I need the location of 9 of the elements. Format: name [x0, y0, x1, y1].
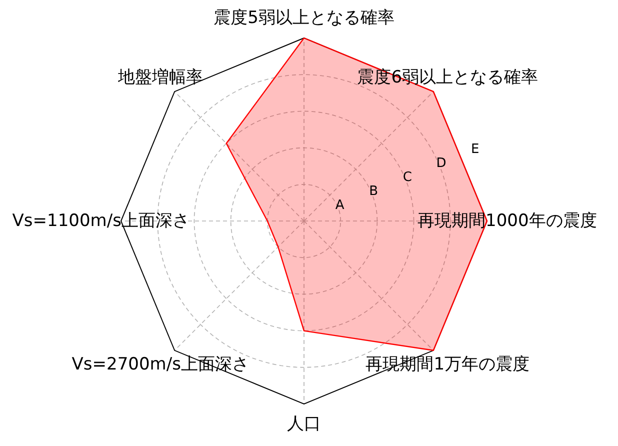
y-tick-label: C	[402, 170, 412, 185]
y-tick-label: D	[436, 156, 446, 171]
spoke-label: 再現期間1000年の震度	[417, 211, 597, 231]
y-tick-label: B	[369, 184, 378, 199]
y-tick-label: E	[470, 142, 480, 157]
y-tick-label: A	[335, 198, 344, 213]
spoke-label: 人口	[287, 414, 321, 434]
spoke-label: 震度5弱以上となる確率	[214, 8, 394, 28]
spoke-label: 地盤増幅率	[116, 67, 203, 88]
